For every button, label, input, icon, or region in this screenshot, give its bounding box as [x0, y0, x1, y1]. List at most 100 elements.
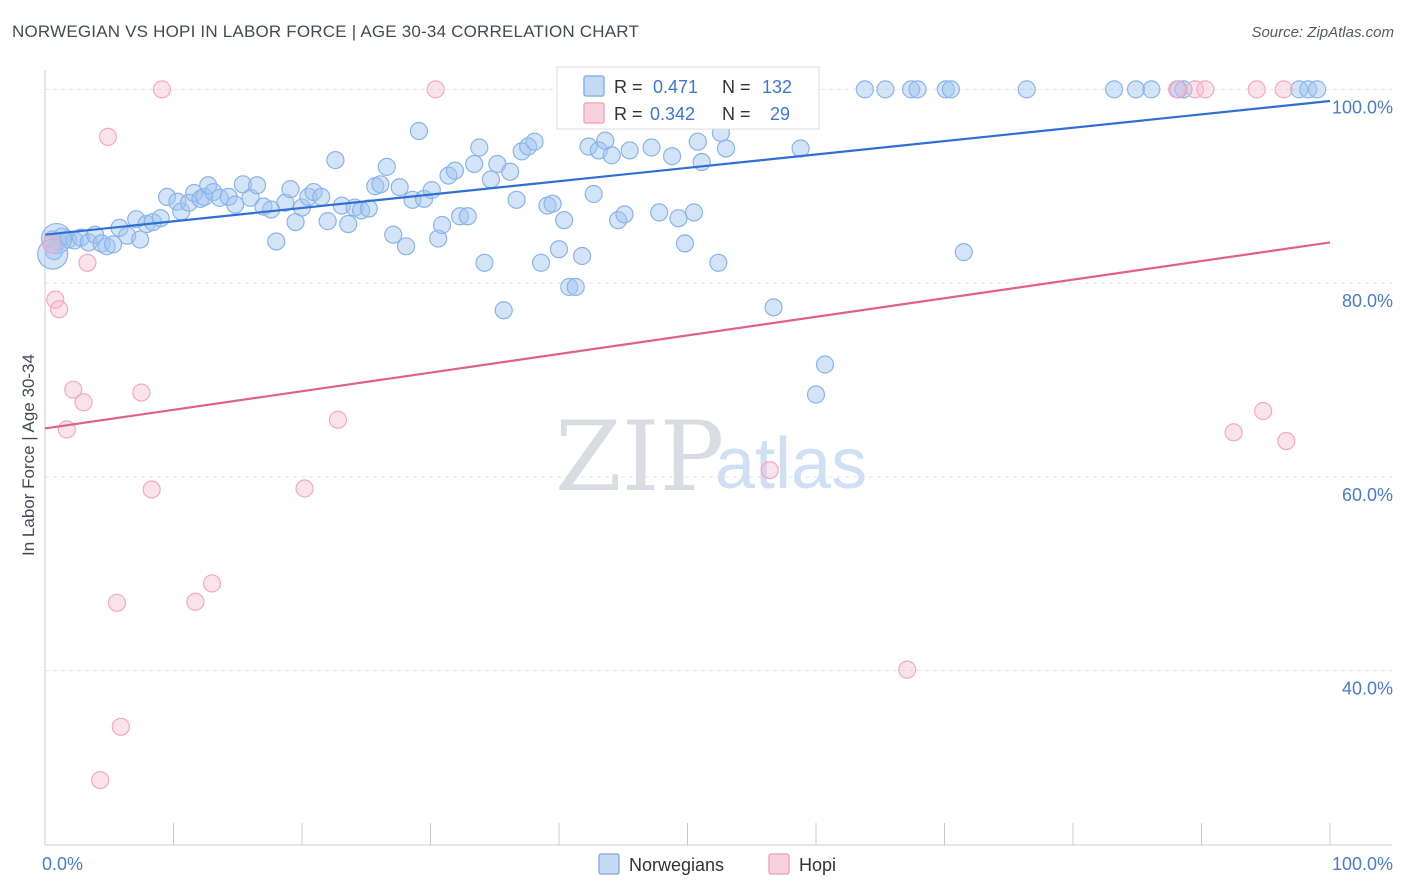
norwegians-point-83 — [560, 277, 579, 297]
norwegians-point-118 — [901, 80, 921, 99]
norwegians-point-53 — [377, 157, 396, 176]
norwegians-point-77 — [525, 132, 544, 151]
norwegians-point-93 — [620, 141, 639, 160]
trend-lines — [44, 99, 1331, 430]
norwegians-point-10 — [97, 237, 116, 256]
norwegians-point-73 — [501, 162, 520, 181]
norwegians-point-55 — [390, 178, 409, 197]
hopi-point-16 — [295, 479, 314, 498]
norwegians-point-41 — [299, 187, 318, 207]
norwegians-point-37 — [276, 193, 295, 212]
hopi-point-22 — [1185, 80, 1205, 99]
norwegians-point-122 — [954, 243, 973, 262]
norwegians-point-101 — [675, 234, 695, 253]
norwegians-point-69 — [475, 253, 494, 272]
hopi-swatch — [583, 102, 605, 124]
x-tick-label-1: 100.0% — [1332, 854, 1393, 874]
norwegians-point-86 — [579, 137, 598, 156]
norwegians-swatch — [583, 75, 605, 97]
norwegians-point-115 — [815, 355, 835, 374]
norwegians-point-70 — [481, 170, 500, 189]
n-value-norwegians: 132 — [762, 77, 792, 97]
hopi-point-9 — [107, 593, 127, 612]
norwegians-point-123 — [1017, 80, 1036, 99]
norwegians-point-87 — [584, 184, 603, 204]
norwegians-point-96 — [642, 138, 661, 157]
chart-title: NORWEGIAN VS HOPI IN LABOR FORCE | AGE 3… — [12, 22, 640, 41]
norwegians-point-66 — [458, 207, 477, 226]
r-value-norwegians: 0.471 — [653, 77, 698, 97]
hopi-point-18 — [426, 80, 445, 99]
norwegians-point-120 — [936, 80, 955, 99]
norwegians-point-99 — [662, 147, 682, 166]
hopi-point-24 — [1224, 423, 1243, 442]
norwegians-point-121 — [941, 80, 961, 99]
legend-norwegians-label: Norwegians — [629, 855, 724, 875]
hopi-point-19 — [760, 460, 779, 480]
hopi-point-26 — [1254, 401, 1273, 421]
hopi-point-1 — [46, 290, 65, 309]
norwegians-point-61 — [429, 229, 448, 248]
norwegians-point-72 — [494, 301, 513, 320]
norwegians-point-19 — [157, 187, 177, 207]
norwegians-point-54 — [384, 225, 403, 244]
n-value-hopi: 29 — [770, 104, 790, 124]
legend-norwegians-swatch — [598, 853, 620, 875]
hopi-point-11 — [132, 383, 151, 402]
norwegians-point-56 — [396, 237, 416, 256]
tick-labels: 100.0% 80.0% 60.0% 40.0% 0.0% 100.0% — [42, 97, 1393, 874]
hopi-point-8 — [98, 127, 118, 146]
watermark: ZIP atlas — [555, 401, 867, 513]
norwegians-point-62 — [432, 215, 452, 235]
hopi-point-15 — [202, 574, 222, 593]
y-tick-label-3: 40.0% — [1342, 679, 1393, 699]
hopi-point-17 — [328, 410, 348, 429]
norwegians-point-114 — [806, 385, 826, 404]
norwegians-point-102 — [684, 203, 704, 222]
norwegians-point-36 — [267, 232, 286, 251]
watermark-zip: ZIP — [555, 401, 724, 513]
norwegians-point-43 — [312, 187, 331, 207]
norwegians-point-11 — [104, 235, 123, 254]
y-axis-title: In Labor Force | Age 30-34 — [19, 354, 38, 556]
norwegians-large-point-0 — [40, 222, 73, 255]
norwegians-point-116 — [855, 80, 874, 99]
hopi-point-28 — [1277, 431, 1296, 451]
norwegians-point-108 — [716, 139, 736, 158]
norwegians-point-31 — [233, 175, 252, 194]
norwegians-point-47 — [339, 214, 358, 234]
n-label-norwegians: N = — [722, 77, 751, 97]
norwegians-point-106 — [709, 253, 728, 272]
norwegians-point-82 — [555, 211, 574, 230]
norwegians-point-45 — [326, 150, 345, 170]
norwegians-point-81 — [549, 240, 569, 259]
hopi-point-2 — [50, 300, 69, 319]
norwegians-point-90 — [602, 146, 621, 165]
hopi-point-12 — [142, 480, 161, 499]
norwegians-point-65 — [450, 207, 470, 226]
norwegians-point-15 — [130, 230, 150, 249]
norwegians-point-84 — [566, 277, 585, 297]
norwegians-point-117 — [876, 80, 895, 99]
norwegians-point-97 — [650, 203, 669, 222]
norwegians-point-92 — [615, 205, 634, 224]
hopi-point-14 — [186, 592, 205, 611]
r-value-hopi: 0.342 — [650, 104, 695, 124]
norwegians-point-119 — [908, 80, 927, 99]
norwegians-point-85 — [573, 246, 592, 266]
norwegians-point-64 — [445, 161, 465, 180]
n-label-hopi: N = — [722, 104, 751, 124]
data-points — [37, 80, 1327, 790]
legend-hopi-swatch — [768, 853, 790, 875]
axes — [44, 70, 1392, 846]
hopi-point-21 — [1167, 80, 1187, 99]
norwegians-point-125 — [1126, 80, 1146, 99]
hopi-point-0 — [42, 235, 61, 254]
r-label-hopi: R = — [614, 104, 643, 124]
norwegians-point-74 — [507, 190, 526, 209]
norwegians-point-80 — [543, 194, 562, 213]
norwegians-point-103 — [688, 132, 707, 151]
norwegians-point-52 — [371, 175, 390, 194]
norwegians-point-25 — [195, 187, 214, 207]
hopi-trend-line — [44, 241, 1331, 430]
